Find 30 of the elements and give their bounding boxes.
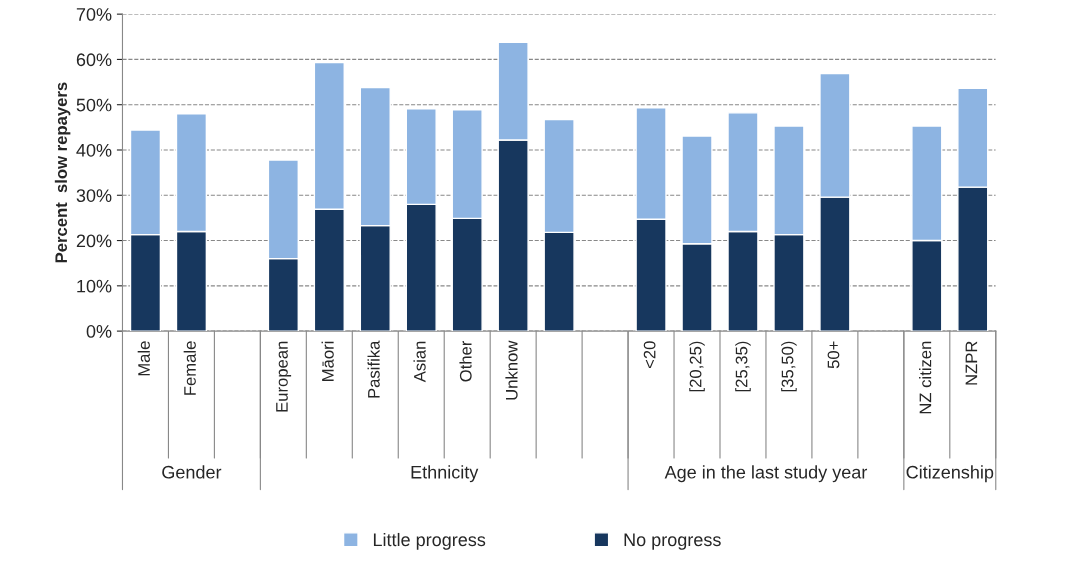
x-tick-label: European: [276, 341, 292, 412]
x-tick-label: [20,25): [689, 341, 705, 392]
x-tick-label: Māori: [321, 341, 334, 381]
x-tick-label: Pasifika: [367, 340, 380, 398]
y-axis-title: Percent slow repayers: [54, 82, 71, 263]
x-tick-label: Unknow: [505, 340, 518, 400]
x-tick-label: [35,50): [781, 341, 797, 392]
x-tick-label: NZPR: [965, 341, 978, 385]
x-tick-label: [25,35): [735, 341, 751, 392]
y-tick-label: 70%: [76, 8, 112, 21]
text: Ethnicity: [411, 465, 479, 483]
x-tick-label: 50+: [827, 341, 840, 369]
text: Citizenship: [906, 465, 994, 483]
y-tick-label: 30%: [76, 189, 112, 202]
x-tick-label: Asian: [413, 341, 426, 383]
x-tick-label: Female: [183, 341, 196, 395]
x-tick-label: Other: [459, 340, 472, 382]
y-tick-label: 60%: [76, 53, 112, 67]
legend-label: Little progress: [373, 532, 486, 550]
y-tick-label: 10%: [77, 279, 112, 293]
legend-label: No progress: [624, 533, 721, 550]
x-tick-label: <20: [643, 341, 656, 369]
text: Age in the last study year: [664, 465, 868, 483]
x-tick-label: Male: [137, 341, 150, 376]
y-tick-label: 20%: [76, 234, 112, 248]
text: Gender: [162, 465, 222, 479]
y-tick-label: 50%: [76, 98, 112, 112]
x-tick-label: NZ citizen: [919, 341, 932, 414]
y-tick-label: 0%: [86, 325, 112, 338]
y-tick-label: 40%: [76, 143, 112, 157]
